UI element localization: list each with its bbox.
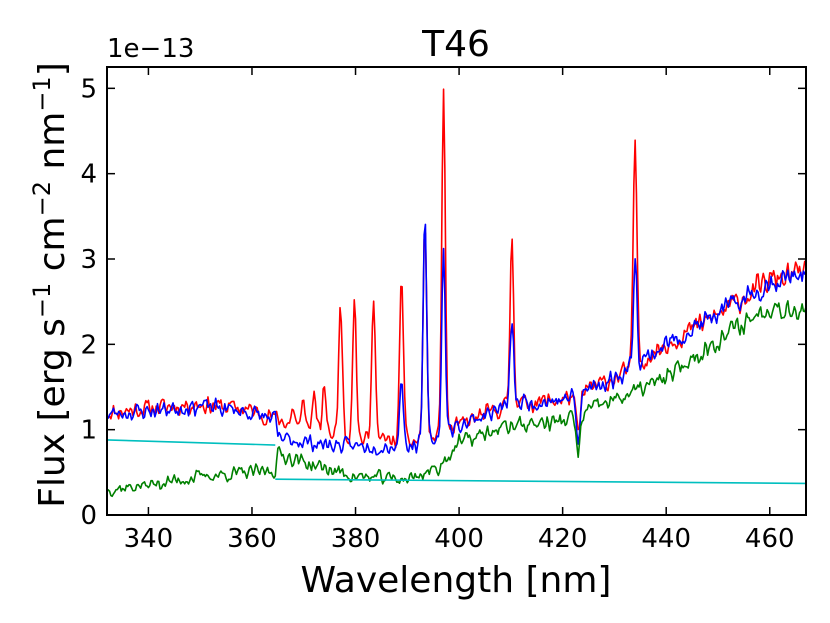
plot-frame <box>106 66 807 516</box>
x-tick-label: 380 <box>331 524 381 554</box>
chart-title: T46 <box>421 24 490 65</box>
series-layer <box>107 88 806 498</box>
y-label-mid2: nm <box>32 112 73 181</box>
y-label-suffix: ] <box>32 62 73 76</box>
y-label-exp3: −1 <box>28 76 56 111</box>
y-tick-label: 4 <box>80 160 97 190</box>
x-tick-label: 340 <box>124 524 174 554</box>
red-spectrum-line <box>107 88 806 449</box>
cyan-continuum-segment <box>107 439 276 446</box>
blue-spectrum-line <box>107 223 806 456</box>
green-spectrum-line <box>107 300 806 498</box>
x-tick-label: 440 <box>641 524 691 554</box>
y-label-exp2: −2 <box>28 181 56 216</box>
x-tick-label: 360 <box>227 524 277 554</box>
x-tick-label: 400 <box>434 524 484 554</box>
x-tick-label: 460 <box>745 524 795 554</box>
x-tick-label: 420 <box>538 524 588 554</box>
y-tick-label: 1 <box>80 416 97 446</box>
y-tick-label: 3 <box>80 245 97 275</box>
y-label-prefix: Flux [erg s <box>32 318 73 508</box>
y-offset-text: 1e−13 <box>107 34 194 64</box>
x-axis-label: Wavelength [nm] <box>301 560 612 601</box>
y-label-mid1: cm <box>32 216 73 282</box>
y-tick-label: 0 <box>80 501 97 531</box>
y-label-exp1: −1 <box>28 283 56 318</box>
ticks-layer: 340 360 380 400 420 440 460 0 1 2 3 4 5 <box>80 67 806 554</box>
y-axis-label: Flux [erg s−1 cm−2 nm−1] <box>28 62 73 508</box>
cyan-continuum-segment <box>275 478 806 485</box>
y-tick-label: 5 <box>80 74 97 104</box>
y-tick-label: 2 <box>80 330 97 360</box>
